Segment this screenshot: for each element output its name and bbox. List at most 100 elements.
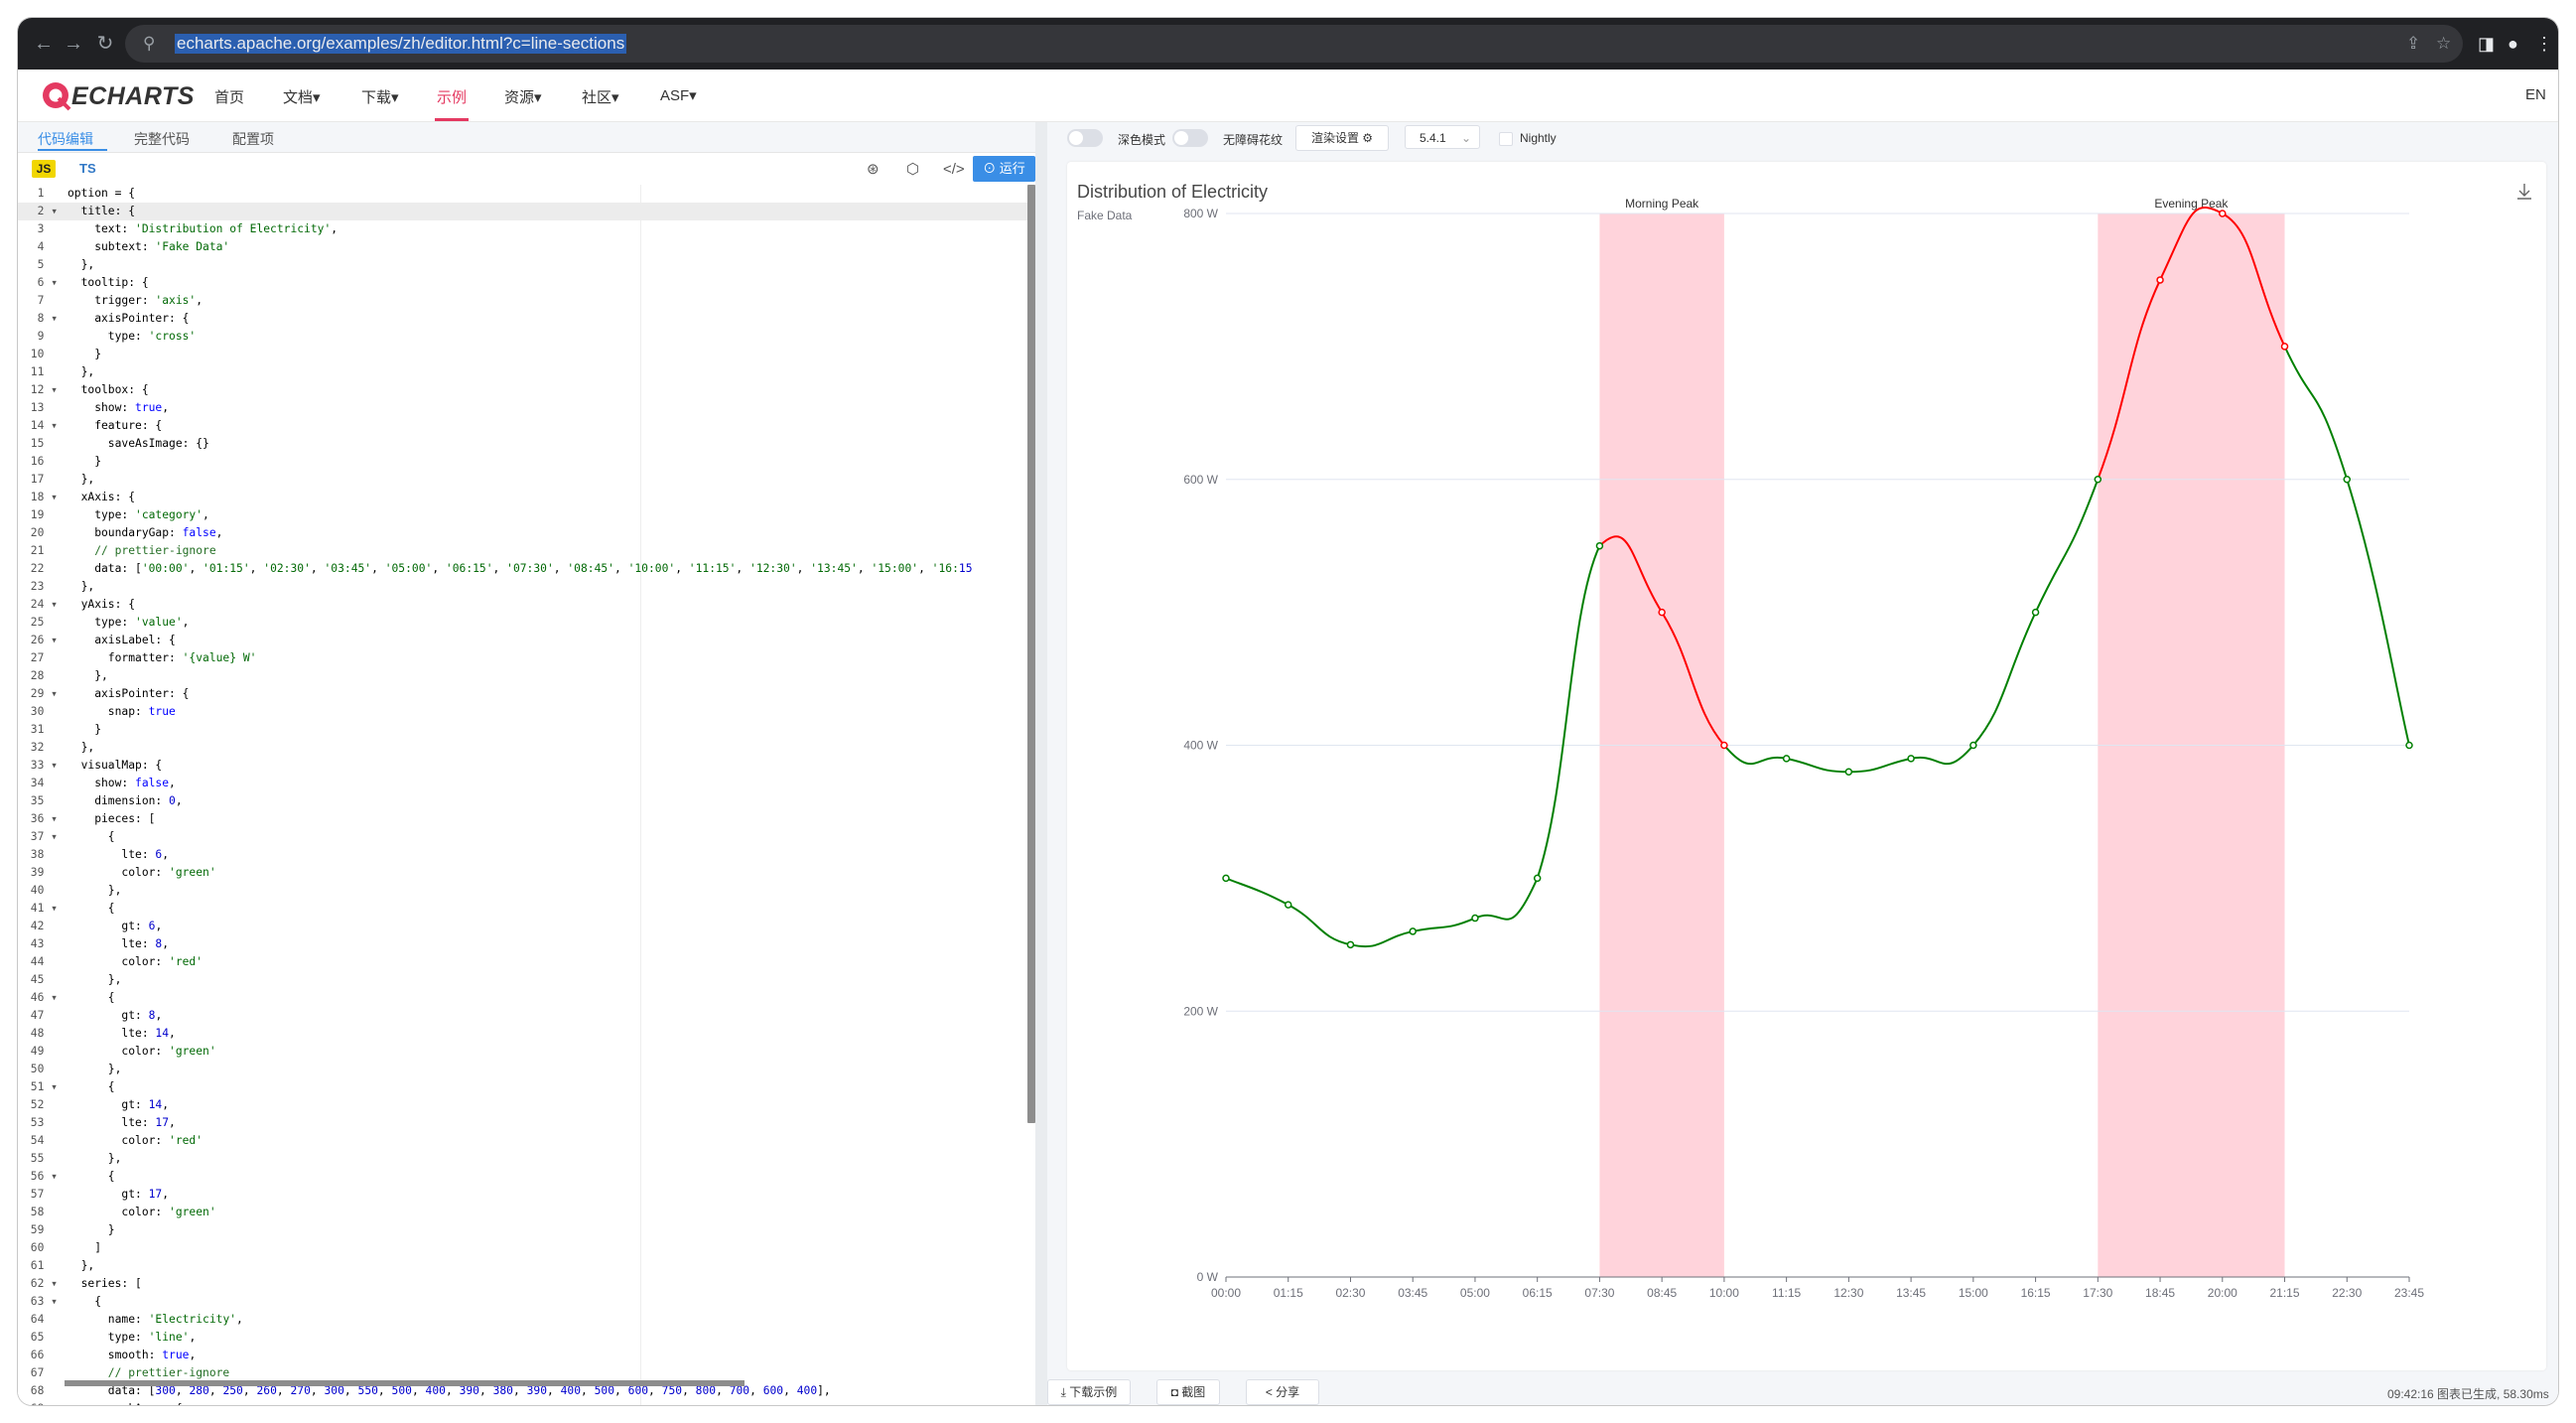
code-line[interactable]: 22 data: ['00:00', '01:15', '02:30', '03…: [18, 560, 1035, 578]
code-line[interactable]: 6 ▾ tooltip: {: [18, 274, 1035, 292]
code-line[interactable]: 36 ▾ pieces: [: [18, 810, 1035, 828]
code-line[interactable]: 20 boundaryGap: false,: [18, 524, 1035, 542]
code-line[interactable]: 67 // prettier-ignore: [18, 1364, 1035, 1382]
code-line[interactable]: 60 ]: [18, 1239, 1035, 1257]
nav-download[interactable]: 下载▾: [361, 89, 399, 106]
code-line[interactable]: 45 },: [18, 971, 1035, 989]
code-line[interactable]: 62 ▾ series: [: [18, 1275, 1035, 1293]
tab-options[interactable]: 配置项: [232, 131, 274, 147]
address-bar[interactable]: ⚲ echarts.apache.org/examples/zh/editor.…: [125, 25, 2463, 63]
code-icon[interactable]: </>: [943, 161, 965, 178]
nav-examples[interactable]: 示例: [437, 89, 468, 106]
download-image-icon[interactable]: [2517, 184, 2531, 200]
code-line[interactable]: 63 ▾ {: [18, 1293, 1035, 1311]
editor-vertical-scrollbar[interactable]: [1027, 185, 1035, 1123]
code-line[interactable]: 1 option = {: [18, 185, 1035, 203]
code-line[interactable]: 4 subtext: 'Fake Data': [18, 238, 1035, 256]
code-line[interactable]: 39 color: 'green': [18, 864, 1035, 882]
code-line[interactable]: 23 },: [18, 578, 1035, 596]
code-line[interactable]: 68 data: [300, 280, 250, 260, 270, 300, …: [18, 1382, 1035, 1400]
nav-community[interactable]: 社区▾: [582, 89, 619, 106]
code-line[interactable]: 61 },: [18, 1257, 1035, 1275]
code-line[interactable]: 49 color: 'green': [18, 1043, 1035, 1061]
code-line[interactable]: 25 type: 'value',: [18, 614, 1035, 632]
nightly-checkbox[interactable]: [1499, 132, 1513, 146]
version-select[interactable]: 5.4.1 ⌄: [1405, 125, 1480, 149]
code-line[interactable]: 13 show: true,: [18, 399, 1035, 417]
code-line[interactable]: 59 }: [18, 1221, 1035, 1239]
logo-text[interactable]: ECHARTS: [71, 82, 195, 110]
code-line[interactable]: 34 show: false,: [18, 775, 1035, 792]
code-line[interactable]: 66 smooth: true,: [18, 1347, 1035, 1364]
reload-icon[interactable]: ↻: [96, 33, 114, 55]
code-line[interactable]: 21 // prettier-ignore: [18, 542, 1035, 560]
menu-kebab-icon[interactable]: ⋮: [2535, 34, 2553, 54]
code-line[interactable]: 14 ▾ feature: {: [18, 417, 1035, 435]
run-button[interactable]: ⊙ 运行: [973, 156, 1035, 182]
code-line[interactable]: 52 gt: 14,: [18, 1096, 1035, 1114]
code-editor[interactable]: 1 option = {2 ▾ title: {3 text: 'Distrib…: [18, 185, 1035, 1405]
code-line[interactable]: 51 ▾ {: [18, 1078, 1035, 1096]
code-line[interactable]: 37 ▾ {: [18, 828, 1035, 846]
code-line[interactable]: 32 },: [18, 739, 1035, 757]
code-line[interactable]: 64 name: 'Electricity',: [18, 1311, 1035, 1329]
code-line[interactable]: 26 ▾ axisLabel: {: [18, 632, 1035, 649]
tab-code-edit[interactable]: 代码编辑: [38, 131, 93, 147]
code-line[interactable]: 19 type: 'category',: [18, 506, 1035, 524]
code-line[interactable]: 28 },: [18, 667, 1035, 685]
nav-asf[interactable]: ASF▾: [660, 87, 697, 104]
line-chart[interactable]: Morning Peak Evening Peak 0 W 200 W 400 W 60…: [1067, 162, 2546, 1370]
js-button[interactable]: JS: [32, 160, 56, 178]
code-line[interactable]: 30 snap: true: [18, 703, 1035, 721]
code-line[interactable]: 56 ▾ {: [18, 1168, 1035, 1186]
code-line[interactable]: 33 ▾ visualMap: {: [18, 757, 1035, 775]
ts-button[interactable]: TS: [79, 161, 96, 176]
code-line[interactable]: 7 trigger: 'axis',: [18, 292, 1035, 310]
download-example-button[interactable]: ⤓ 下载示例: [1047, 1379, 1131, 1405]
code-line[interactable]: 65 type: 'line',: [18, 1329, 1035, 1347]
code-line[interactable]: 53 lte: 17,: [18, 1114, 1035, 1132]
nav-home[interactable]: 首页: [214, 89, 245, 106]
code-line[interactable]: 42 gt: 6,: [18, 918, 1035, 935]
panel-splitter[interactable]: [1035, 122, 1047, 1405]
language-switch[interactable]: EN: [2525, 86, 2546, 103]
site-info-icon[interactable]: ⚲: [143, 34, 156, 53]
dark-mode-toggle[interactable]: [1067, 129, 1103, 147]
render-settings-button[interactable]: 渲染设置 ⚙: [1295, 125, 1389, 151]
code-line[interactable]: 24 ▾ yAxis: {: [18, 596, 1035, 614]
code-line[interactable]: 31 }: [18, 721, 1035, 739]
code-line[interactable]: 44 color: 'red': [18, 953, 1035, 971]
cube-icon[interactable]: ⬡: [906, 161, 920, 178]
code-line[interactable]: 54 color: 'red': [18, 1132, 1035, 1150]
code-line[interactable]: 18 ▾ xAxis: {: [18, 489, 1035, 506]
code-line[interactable]: 3 text: 'Distribution of Electricity',: [18, 220, 1035, 238]
profile-icon[interactable]: ●: [2508, 34, 2518, 54]
code-line[interactable]: 46 ▾ {: [18, 989, 1035, 1007]
nav-resources[interactable]: 资源▾: [504, 89, 542, 106]
code-line[interactable]: 27 formatter: '{value} W': [18, 649, 1035, 667]
bookmark-star-icon[interactable]: ☆: [2436, 34, 2452, 53]
code-line[interactable]: 9 type: 'cross': [18, 328, 1035, 346]
tab-full-code[interactable]: 完整代码: [134, 131, 190, 147]
code-line[interactable]: 58 color: 'green': [18, 1204, 1035, 1221]
code-line[interactable]: 2 ▾ title: {: [18, 203, 1035, 220]
code-line[interactable]: 57 gt: 17,: [18, 1186, 1035, 1204]
code-line[interactable]: 55 },: [18, 1150, 1035, 1168]
a11y-toggle[interactable]: [1172, 129, 1208, 147]
sidebar-icon[interactable]: ◨: [2478, 34, 2496, 54]
code-line[interactable]: 12 ▾ toolbox: {: [18, 381, 1035, 399]
forward-icon[interactable]: →: [64, 33, 83, 55]
format-icon[interactable]: ⊛: [867, 161, 880, 178]
code-line[interactable]: 5 },: [18, 256, 1035, 274]
back-icon[interactable]: ←: [34, 33, 54, 55]
code-line[interactable]: 11 },: [18, 363, 1035, 381]
share-button[interactable]: < 分享: [1246, 1379, 1319, 1405]
nav-docs[interactable]: 文档▾: [283, 89, 321, 106]
echarts-logo-icon[interactable]: [40, 78, 73, 112]
code-line[interactable]: 35 dimension: 0,: [18, 792, 1035, 810]
code-line[interactable]: 50 },: [18, 1061, 1035, 1078]
code-line[interactable]: 17 },: [18, 471, 1035, 489]
code-line[interactable]: 40 },: [18, 882, 1035, 900]
code-line[interactable]: 48 lte: 14,: [18, 1025, 1035, 1043]
code-line[interactable]: 16 }: [18, 453, 1035, 471]
